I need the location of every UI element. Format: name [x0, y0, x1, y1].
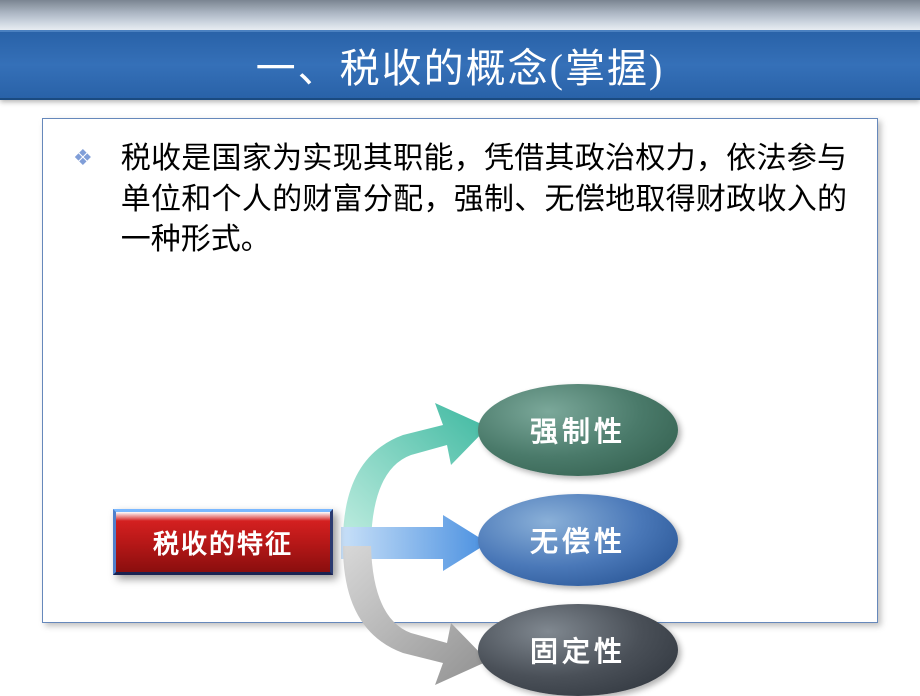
bullet-paragraph-row: ❖ 税收是国家为实现其职能，凭借其政治权力，依法参与单位和个人的财富分配，强制、… [73, 139, 847, 261]
concept-diagram: 税收的特征 强制性 无偿性 固定性 [43, 289, 877, 622]
definition-paragraph: 税收是国家为实现其职能，凭借其政治权力，依法参与单位和个人的财富分配，强制、无偿… [121, 139, 847, 261]
diamond-bullet-icon: ❖ [73, 145, 93, 171]
source-box: 税收的特征 [113, 509, 333, 575]
target-ellipse-2: 无偿性 [478, 494, 678, 586]
arrow-to-target-3 [333, 541, 493, 696]
target-label-2: 无偿性 [530, 520, 626, 560]
target-ellipse-3: 固定性 [478, 604, 678, 696]
source-label: 税收的特征 [153, 524, 293, 561]
content-frame: ❖ 税收是国家为实现其职能，凭借其政治权力，依法参与单位和个人的财富分配，强制、… [42, 118, 878, 623]
target-label-3: 固定性 [530, 630, 626, 670]
slide-title: 一、税收的概念(掌握) [256, 36, 665, 94]
decorative-top-bar [0, 0, 920, 30]
target-ellipse-1: 强制性 [478, 384, 678, 476]
slide-title-bar: 一、税收的概念(掌握) [0, 30, 920, 100]
target-label-1: 强制性 [530, 410, 626, 450]
